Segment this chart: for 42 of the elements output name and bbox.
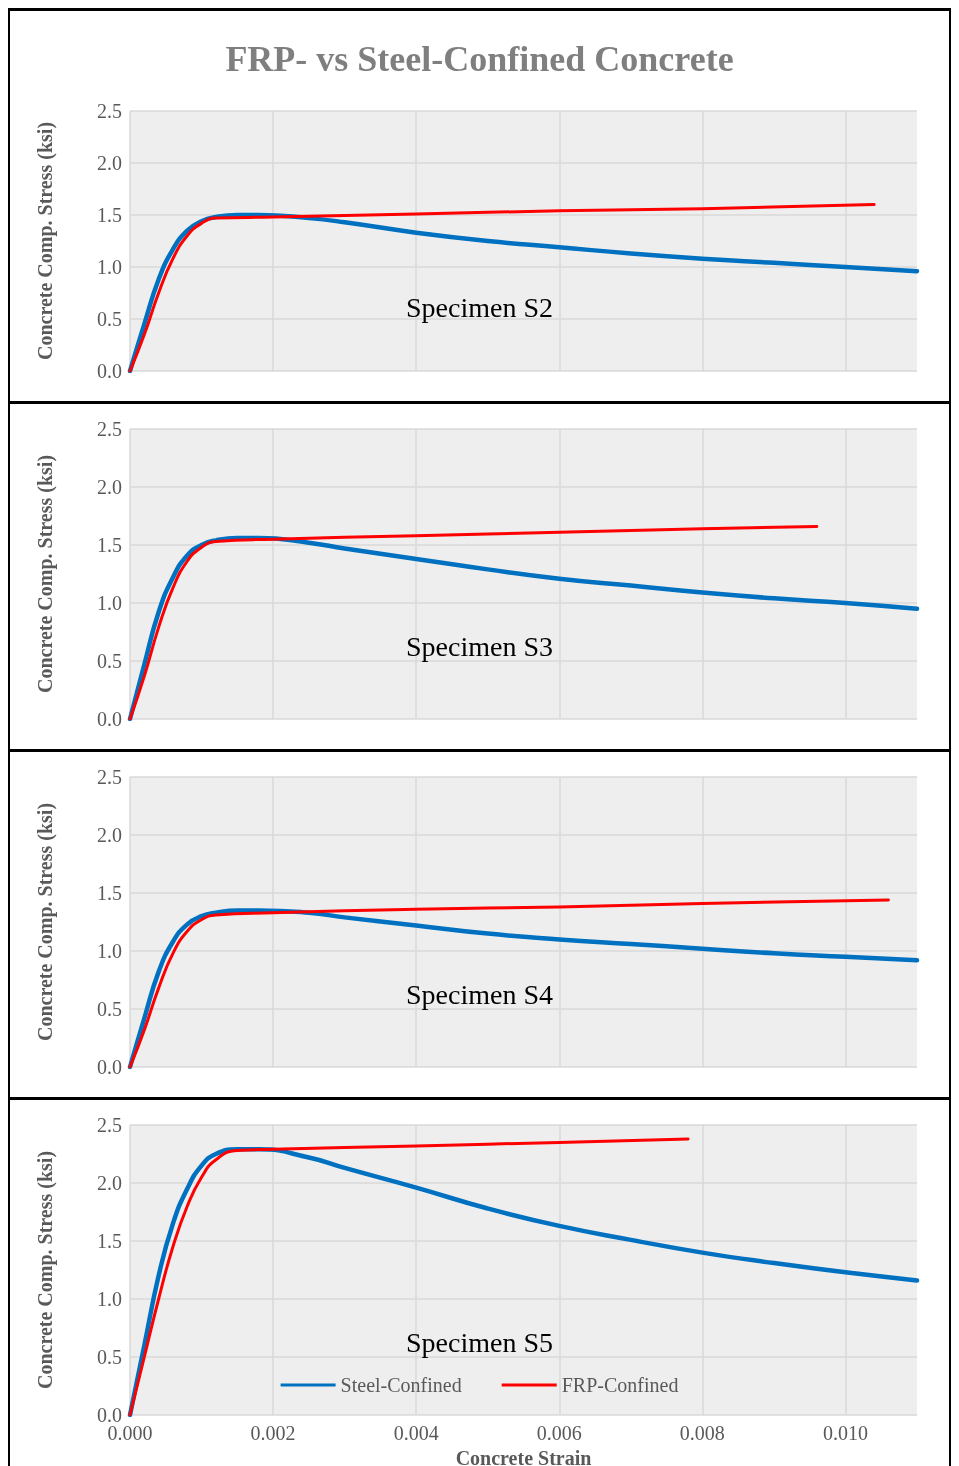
y-tick-label: 0.0 — [97, 360, 122, 382]
y-tick-label: 0.0 — [97, 1056, 122, 1078]
annotation: Specimen S5 — [406, 1326, 554, 1358]
x-axis-title: Concrete Strain — [455, 1446, 592, 1466]
y-tick-label: 1.5 — [97, 204, 122, 226]
y-axis-title: Concrete Comp. Stress (ksi) — [34, 454, 57, 694]
annotation: Specimen S2 — [406, 291, 554, 323]
y-tick-label: 1.5 — [97, 882, 122, 904]
line-series — [128, 524, 819, 721]
y-tick-label: 2.0 — [97, 152, 122, 174]
chart-title: FRP- vs Steel-Confined Concrete — [225, 39, 734, 79]
line-series — [128, 1137, 690, 1417]
y-tick-label: 0.5 — [97, 308, 122, 330]
x-tick-label: 0.002 — [250, 1422, 296, 1444]
y-tick-label: 1.0 — [97, 256, 122, 278]
y-tick-label: 2.5 — [97, 766, 122, 788]
y-tick-label: 2.5 — [97, 1114, 122, 1136]
annotation: Specimen S4 — [406, 978, 554, 1010]
y-tick-label: 2.5 — [97, 418, 122, 440]
y-axis-title: Concrete Comp. Stress (ksi) — [34, 802, 57, 1042]
x-tick-label: 0.004 — [393, 1422, 439, 1444]
legend-label: FRP-Confined — [561, 1374, 679, 1396]
annotation: Specimen S3 — [406, 630, 554, 662]
y-tick-label: 2.0 — [97, 1172, 122, 1194]
y-axis-title: Concrete Comp. Stress (ksi) — [34, 1150, 57, 1390]
legend-label: Steel-Confined — [340, 1374, 462, 1396]
y-tick-label: 2.5 — [97, 100, 122, 122]
y-axis-title: Concrete Comp. Stress (ksi) — [34, 121, 57, 361]
y-tick-label: 1.5 — [97, 534, 122, 556]
y-tick-label: 1.5 — [97, 1230, 122, 1252]
y-tick-label: 1.0 — [97, 940, 122, 962]
y-tick-label: 2.0 — [97, 824, 122, 846]
y-tick-label: 0.5 — [97, 650, 122, 672]
y-tick-label: 0.5 — [97, 1346, 122, 1368]
x-tick-label: 0.006 — [536, 1422, 582, 1444]
x-tick-label: 0.008 — [679, 1422, 725, 1444]
y-tick-label: 1.0 — [97, 592, 122, 614]
x-tick-label: 0.010 — [822, 1422, 868, 1444]
y-tick-label: 2.0 — [97, 476, 122, 498]
y-tick-label: 0.0 — [97, 708, 122, 730]
y-tick-label: 0.5 — [97, 998, 122, 1020]
y-tick-label: 1.0 — [97, 1288, 122, 1310]
